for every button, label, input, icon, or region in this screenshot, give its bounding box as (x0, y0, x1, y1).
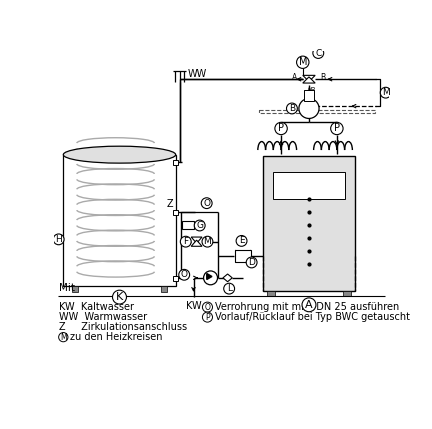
Circle shape (203, 312, 213, 322)
Ellipse shape (64, 146, 176, 163)
Text: zu den Heizkreisen: zu den Heizkreisen (70, 332, 163, 342)
Circle shape (180, 236, 191, 247)
Bar (172, 210, 178, 215)
Text: O: O (203, 199, 210, 208)
Bar (263, 156, 355, 291)
Circle shape (59, 332, 68, 342)
Circle shape (224, 283, 235, 294)
Text: AB: AB (307, 87, 316, 93)
Text: A: A (292, 73, 298, 82)
Circle shape (112, 290, 127, 304)
Text: E: E (239, 236, 245, 245)
Text: O: O (181, 270, 187, 279)
Polygon shape (223, 274, 232, 282)
Text: M: M (60, 332, 67, 341)
Text: WW  Warmwasser: WW Warmwasser (59, 312, 147, 322)
Circle shape (297, 56, 309, 68)
Circle shape (246, 257, 257, 268)
Text: P: P (334, 124, 340, 133)
Text: F: F (183, 237, 188, 246)
Polygon shape (191, 240, 202, 246)
Text: WW: WW (188, 69, 207, 79)
Polygon shape (303, 77, 315, 83)
Text: Z: Z (167, 199, 174, 209)
Polygon shape (191, 237, 202, 243)
Circle shape (299, 98, 319, 118)
Bar (41, 236, 49, 243)
Bar (235, 250, 251, 263)
Circle shape (330, 122, 343, 135)
Text: Verrohrung mit min. DN 25 ausführen: Verrohrung mit min. DN 25 ausführen (215, 302, 400, 312)
Text: B: B (321, 73, 325, 82)
Text: P: P (278, 124, 284, 133)
Text: Mit: Mit (59, 283, 75, 293)
Text: K: K (116, 292, 123, 302)
Text: L: L (227, 284, 232, 293)
Bar (267, 291, 275, 296)
Bar (64, 155, 176, 286)
Circle shape (203, 302, 213, 312)
Text: Z     Zirkulationsanschluss: Z Zirkulationsanschluss (59, 322, 187, 332)
Polygon shape (303, 76, 315, 82)
Text: KW  Kaltwasser: KW Kaltwasser (59, 302, 133, 312)
Text: M: M (203, 237, 211, 246)
Circle shape (202, 236, 213, 247)
Circle shape (236, 236, 247, 246)
Bar (182, 221, 194, 230)
Circle shape (313, 48, 324, 58)
Text: B: B (289, 104, 295, 113)
Text: P: P (205, 313, 210, 322)
Text: M: M (299, 57, 307, 67)
Bar (172, 160, 178, 166)
Circle shape (201, 198, 212, 208)
Circle shape (302, 298, 316, 312)
Circle shape (275, 122, 287, 135)
Text: C: C (315, 48, 321, 57)
Text: H: H (55, 235, 62, 244)
Bar (273, 172, 346, 199)
Text: G: G (196, 221, 203, 230)
Bar (172, 275, 178, 281)
Text: KW: KW (186, 301, 201, 311)
Circle shape (53, 234, 64, 245)
Circle shape (179, 269, 190, 280)
Circle shape (203, 271, 218, 285)
Text: O: O (204, 302, 210, 311)
Bar (343, 291, 351, 296)
Text: Vorlauf/Rücklauf bei Typ BWC getauscht: Vorlauf/Rücklauf bei Typ BWC getauscht (215, 312, 410, 322)
Circle shape (194, 220, 205, 231)
Text: A: A (305, 300, 313, 310)
Bar (161, 286, 167, 292)
Text: D: D (248, 258, 255, 267)
Circle shape (380, 87, 391, 98)
Bar (304, 90, 314, 101)
Text: M: M (382, 88, 390, 97)
Bar (259, 110, 375, 113)
Circle shape (286, 103, 297, 114)
Bar (72, 286, 78, 292)
